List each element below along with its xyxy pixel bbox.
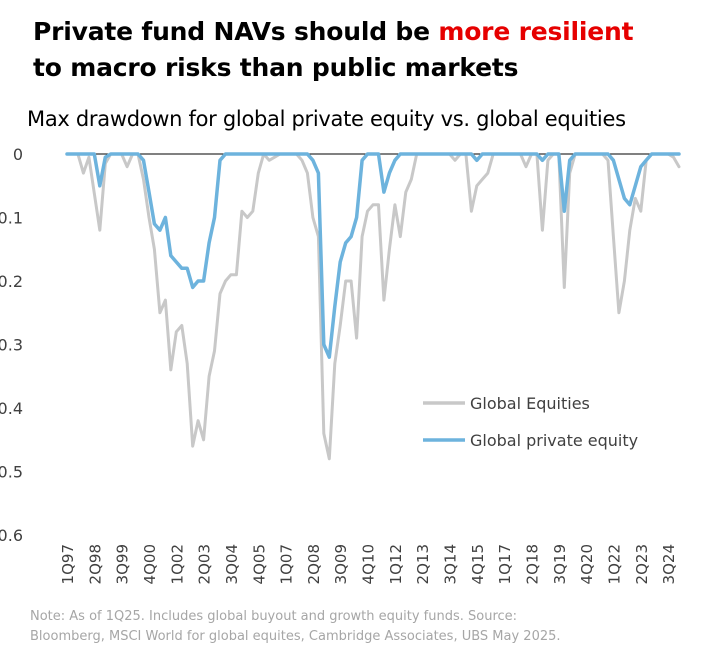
x-tick-label: 1Q02 xyxy=(168,544,186,584)
y-tick-label: -0.4 xyxy=(0,399,23,418)
x-tick-label: 3Q24 xyxy=(660,544,678,584)
x-tick-label: 1Q22 xyxy=(605,544,623,584)
series-global-private-equity xyxy=(65,152,681,359)
x-tick-label: 4Q00 xyxy=(141,544,159,584)
x-tick-label: 2Q13 xyxy=(414,544,432,584)
headline-highlight: more resilient xyxy=(438,17,634,46)
x-tick-label: 1Q07 xyxy=(278,544,296,584)
x-tick-label: 1Q17 xyxy=(496,544,514,584)
x-tick-label: 2Q23 xyxy=(633,544,651,584)
x-tick-label: 3Q99 xyxy=(114,544,132,584)
x-tick-label: 3Q19 xyxy=(551,544,569,584)
y-tick-label: -0.1 xyxy=(0,209,23,228)
x-tick-label: 3Q14 xyxy=(442,544,460,584)
y-axis-labels: 0 -0.1 -0.2 -0.3 -0.4 -0.5 -0.6 xyxy=(0,145,23,545)
drawdown-chart: 0 -0.1 -0.2 -0.3 -0.4 -0.5 -0.6 1Q97 2Q98 3Q99 4Q… xyxy=(0,145,681,584)
x-tick-label: 3Q04 xyxy=(223,544,241,584)
legend-label-global-private-equity: Global private equity xyxy=(470,431,638,450)
x-tick-label: 3Q09 xyxy=(332,544,350,584)
x-tick-label: 4Q10 xyxy=(360,544,378,584)
y-tick-label: -0.2 xyxy=(0,272,23,291)
x-tick-label: 2Q98 xyxy=(86,544,104,584)
y-tick-label: -0.5 xyxy=(0,463,23,482)
y-tick-label: -0.3 xyxy=(0,336,23,355)
x-tick-label: 4Q20 xyxy=(578,544,596,584)
headline-prefix: Private fund NAVs should be xyxy=(33,17,439,46)
x-tick-label: 2Q18 xyxy=(524,544,542,584)
y-tick-label: -0.6 xyxy=(0,526,23,545)
x-tick-label: 2Q03 xyxy=(196,544,214,584)
footnote: Note: As of 1Q25. Includes global buyout… xyxy=(30,607,700,647)
legend: Global Equities Global private equity xyxy=(423,394,638,450)
y-tick-label: 0 xyxy=(13,145,23,164)
legend-label-global-equities: Global Equities xyxy=(470,394,590,413)
x-axis-labels: 1Q97 2Q98 3Q99 4Q00 1Q02 2Q03 3Q04 4Q05 1Q07 2Q08… xyxy=(59,544,678,584)
x-tick-label: 2Q08 xyxy=(305,544,323,584)
footnote-line-2: Bloomberg, MSCI World for global equites… xyxy=(30,629,561,644)
footnote-line-1: Note: As of 1Q25. Includes global buyout… xyxy=(30,609,518,624)
series-layer xyxy=(65,152,681,461)
headline-line-1: Private fund NAVs should be more resilie… xyxy=(33,14,693,50)
x-tick-label: 4Q15 xyxy=(469,544,487,584)
series-global-equities xyxy=(65,152,681,461)
headline: Private fund NAVs should be more resilie… xyxy=(33,14,693,86)
x-tick-label: 4Q05 xyxy=(250,544,268,584)
chart-title: Max drawdown for global private equity v… xyxy=(27,107,626,131)
headline-line-2: to macro risks than public markets xyxy=(33,53,519,82)
x-tick-label: 1Q97 xyxy=(59,544,77,584)
x-tick-label: 1Q12 xyxy=(387,544,405,584)
